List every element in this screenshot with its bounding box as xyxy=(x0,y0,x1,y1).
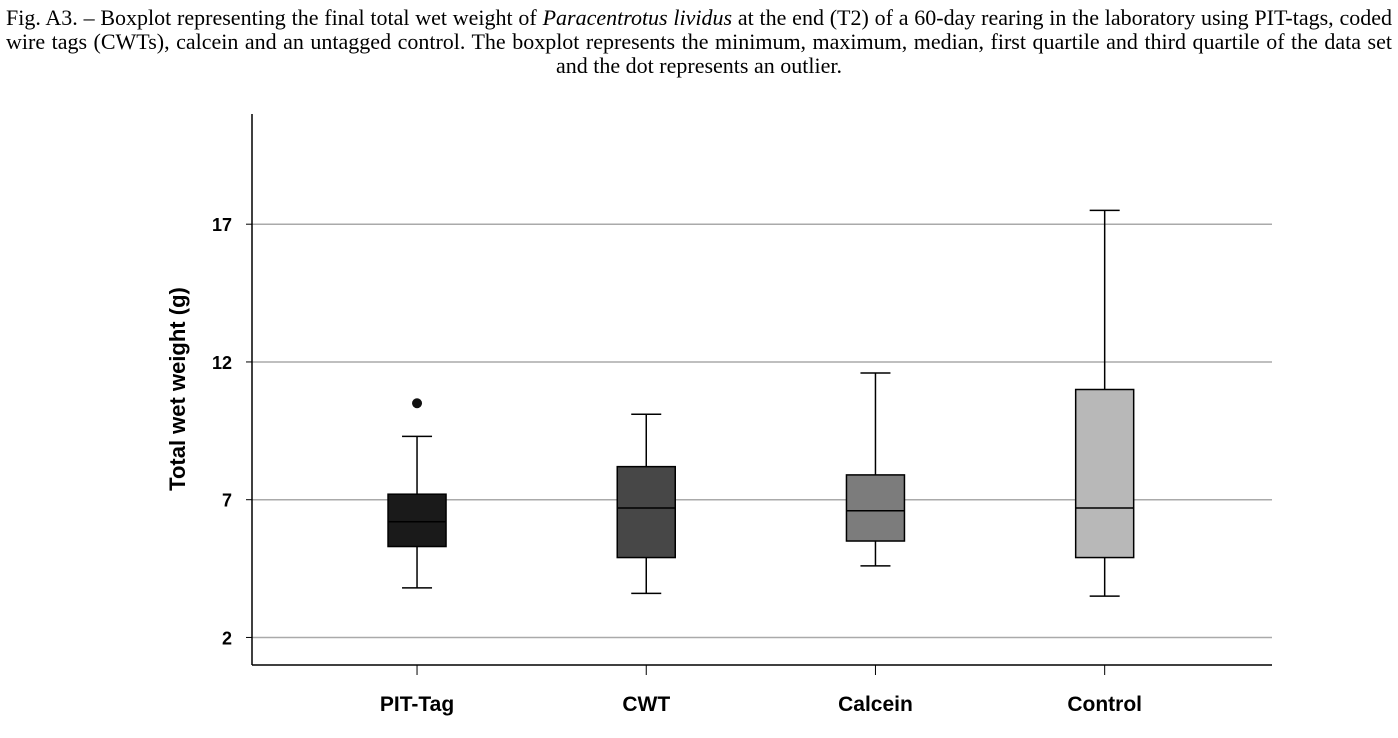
figure-caption: Fig. A3. – Boxplot representing the fina… xyxy=(6,6,1392,78)
outlier-point-0 xyxy=(412,398,423,409)
caption-species: Paracentrotus lividus xyxy=(542,5,733,30)
x-tick-label-1: CWT xyxy=(622,693,670,716)
iqr-box xyxy=(845,474,906,542)
caption-part-1: Fig. A3. – Boxplot representing the fina… xyxy=(6,5,543,30)
x-tick-label-3: Control xyxy=(1067,693,1142,716)
axes xyxy=(251,114,1272,666)
y-tick-label-17: 17 xyxy=(212,215,232,235)
box-2 xyxy=(845,372,906,567)
y-ticks: 2 7 12 17 xyxy=(212,215,252,648)
x-categories: PIT-Tag CWT Calcein Control xyxy=(380,665,1142,716)
iqr-box xyxy=(616,465,676,559)
y-tick-label-12: 12 xyxy=(212,353,232,373)
box-1 xyxy=(616,413,676,595)
y-axis-label: Total wet weight (g) xyxy=(165,287,190,491)
box-3 xyxy=(1074,209,1135,597)
iqr-box xyxy=(1074,388,1135,559)
iqr-box xyxy=(387,493,447,548)
y-tick-label-2: 2 xyxy=(222,628,232,648)
box-0 xyxy=(387,398,447,589)
y-tick-label-7: 7 xyxy=(222,491,232,511)
boxes xyxy=(387,209,1135,597)
x-tick-label-0: PIT-Tag xyxy=(380,693,454,716)
caption-part-2: at the end (T2) of a 60-day rearing in t… xyxy=(6,5,1392,78)
x-tick-label-2: Calcein xyxy=(838,693,913,716)
